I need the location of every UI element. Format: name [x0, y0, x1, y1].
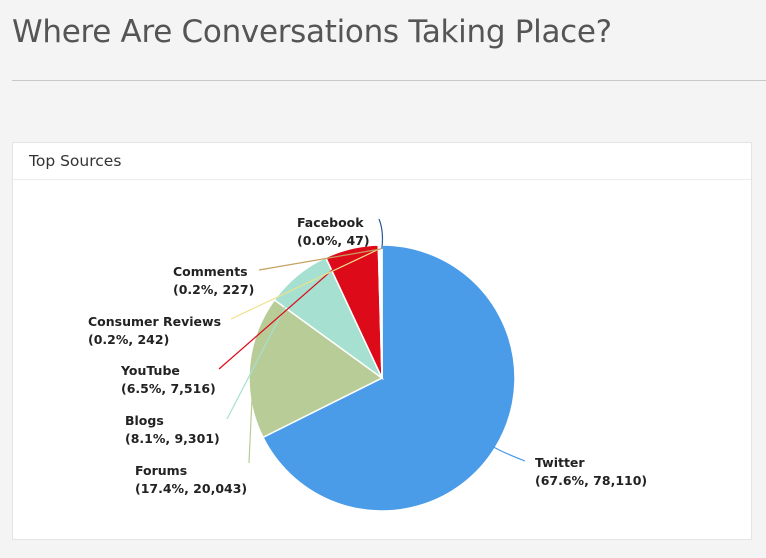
data-label-name-forums: Forums — [135, 463, 187, 478]
title-divider — [12, 80, 766, 81]
leader-line-forums — [248, 367, 255, 464]
data-label-name-facebook: Facebook — [297, 215, 364, 230]
card-header: Top Sources — [13, 143, 751, 180]
leader-line-blogs — [226, 278, 301, 420]
data-label-value-forums: (17.4%, 20,043) — [135, 481, 247, 496]
leader-line-twitter — [491, 445, 526, 462]
data-label-name-consumer-reviews: Consumer Reviews — [88, 314, 221, 329]
data-label-value-consumer-reviews: (0.2%, 242) — [88, 332, 169, 347]
data-label-value-facebook: (0.0%, 47) — [297, 233, 370, 248]
data-label-name-twitter: Twitter — [535, 455, 585, 470]
data-label-value-comments: (0.2%, 227) — [173, 282, 254, 297]
data-label-name-blogs: Blogs — [125, 413, 164, 428]
page-title: Where Are Conversations Taking Place? — [12, 14, 612, 50]
data-label-value-twitter: (67.6%, 78,110) — [535, 473, 647, 488]
data-label-name-comments: Comments — [173, 264, 248, 279]
leader-line-consumer-reviews — [230, 248, 380, 320]
data-label-value-youtube: (6.5%, 7,516) — [121, 381, 216, 396]
leader-line-comments — [258, 248, 381, 271]
data-label-value-blogs: (8.1%, 9,301) — [125, 431, 220, 446]
pie-slice-forums[interactable] — [248, 298, 384, 439]
data-label-name-youtube: YouTube — [120, 363, 180, 378]
top-sources-card: Top Sources Twitter (67.6%, 78,110) Forums… — [12, 142, 752, 540]
card-title: Top Sources — [29, 152, 122, 170]
pie-chart: Twitter (67.6%, 78,110) Forums (17.4%, 20,0… — [88, 215, 647, 512]
leader-line-facebook — [378, 218, 384, 250]
